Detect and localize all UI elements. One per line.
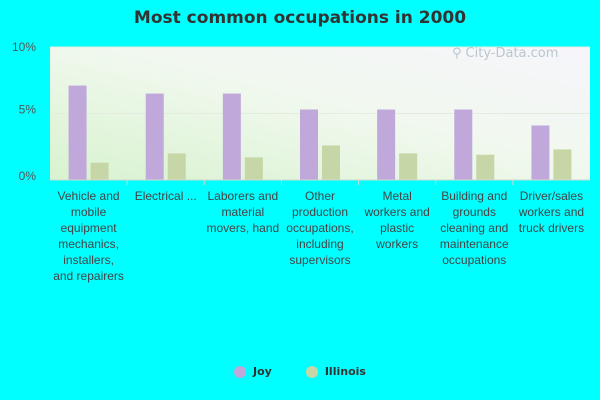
x-tick-label: Electrical ... <box>134 189 197 203</box>
watermark-text: City-Data.com <box>465 46 559 61</box>
legend-swatch <box>305 365 318 378</box>
bar-illinois-2 <box>244 157 263 180</box>
x-tick-label: Driver/sales workers and truck drivers <box>518 189 585 235</box>
bar-joy-0 <box>68 85 87 180</box>
y-tick-label: 10% <box>12 40 36 54</box>
bar-illinois-4 <box>399 153 418 180</box>
bar-illinois-6 <box>553 149 572 180</box>
bar-joy-5 <box>454 109 473 180</box>
x-tick-label: Vehicle and mobile equipment mechanics, … <box>53 189 124 283</box>
bar-illinois-0 <box>90 162 109 180</box>
search-icon: ⚲ <box>452 46 462 61</box>
y-tick-label: 0% <box>19 169 37 183</box>
bar-joy-4 <box>377 109 396 180</box>
bar-illinois-3 <box>322 145 340 180</box>
chart-title: Most common occupations in 2000 <box>133 8 467 28</box>
bar-illinois-1 <box>167 153 186 180</box>
x-tick-label: Metal workers and plastic workers <box>364 189 430 251</box>
legend-label: Joy <box>253 365 272 378</box>
bar-joy-3 <box>300 109 318 180</box>
bar-joy-1 <box>145 93 164 180</box>
bar-illinois-5 <box>476 154 495 180</box>
x-tick-label: Laborers and material movers, hand <box>206 189 280 235</box>
legend-item-joy: Joy <box>234 365 272 378</box>
bar-joy-6 <box>531 125 550 180</box>
legend-item-illinois: Illinois <box>305 365 366 378</box>
x-tick-label: Other production occupations, including … <box>286 189 354 267</box>
bar-joy-2 <box>222 93 241 180</box>
legend: Joy Illinois <box>0 365 600 378</box>
legend-label: Illinois <box>324 365 366 378</box>
watermark: ⚲ City-Data.com <box>452 46 558 61</box>
legend-swatch <box>234 365 247 378</box>
y-tick-label: 5% <box>19 103 37 117</box>
x-tick-label: Building and grounds cleaning and mainte… <box>439 189 509 267</box>
